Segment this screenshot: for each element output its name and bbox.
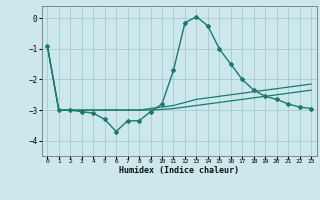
X-axis label: Humidex (Indice chaleur): Humidex (Indice chaleur) — [119, 166, 239, 175]
